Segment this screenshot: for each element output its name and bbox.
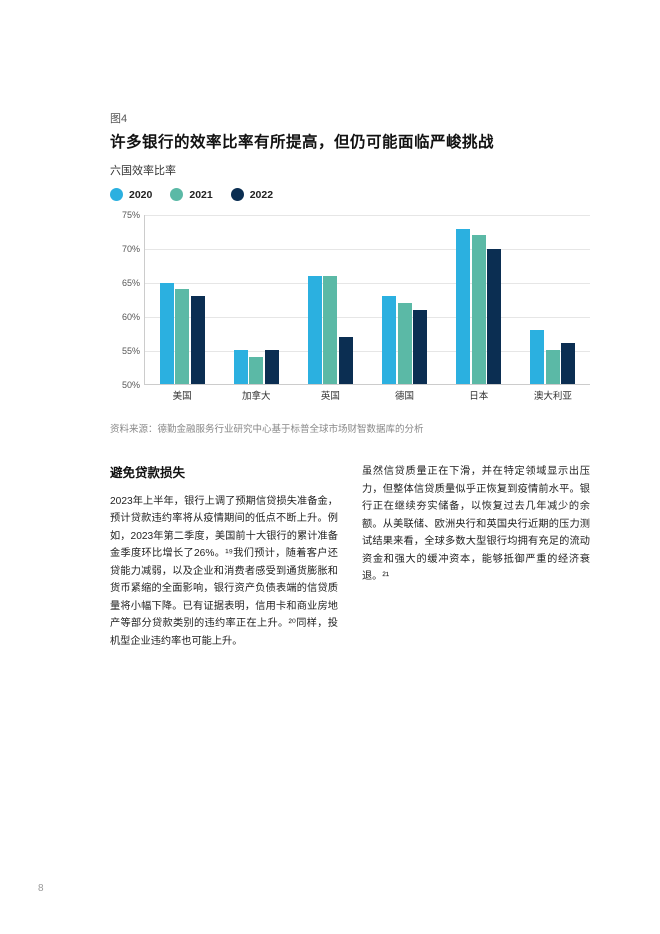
legend-item: 2020 [110, 188, 152, 201]
legend-item: 2021 [170, 188, 212, 201]
figure-subtitle: 六国效率比率 [110, 162, 590, 178]
x-axis-label: 澳大利亚 [534, 388, 572, 402]
x-axis-label: 加拿大 [242, 388, 271, 402]
y-axis-label: 50% [110, 380, 140, 390]
x-axis-label: 英国 [321, 388, 340, 402]
bar [413, 310, 427, 384]
bar [398, 303, 412, 384]
bar [561, 343, 575, 384]
bar-group: 英国 [308, 215, 353, 384]
bar-group: 加拿大 [234, 215, 279, 384]
body-text-right: 虽然信贷质量正在下滑，并在特定领域显示出压力，但整体信贷质量似乎正恢复到疫情前水… [362, 463, 590, 586]
bar-group: 德国 [382, 215, 427, 384]
page-number: 8 [38, 883, 44, 894]
figure-source: 资料来源：德勤金融服务行业研究中心基于标普全球市场财智数据库的分析 [110, 421, 590, 435]
legend-item: 2022 [231, 188, 273, 201]
efficiency-chart: 50%55%60%65%70%75% 美国加拿大英国德国日本澳大利亚 [110, 215, 590, 405]
x-axis-label: 德国 [395, 388, 414, 402]
section-heading: 避免贷款损失 [110, 463, 338, 485]
bar [339, 337, 353, 384]
legend-swatch [170, 188, 183, 201]
bar [234, 350, 248, 384]
legend-label: 2020 [129, 189, 152, 201]
bar [546, 350, 560, 384]
bar-group: 澳大利亚 [530, 215, 575, 384]
y-axis-label: 60% [110, 312, 140, 322]
y-axis-label: 65% [110, 278, 140, 288]
body-text-left: 2023年上半年，银行上调了预期信贷损失准备金，预计贷款违约率将从疫情期间的低点… [110, 493, 338, 651]
bar [456, 229, 470, 384]
bar [160, 283, 174, 384]
figure-label: 图4 [110, 110, 590, 126]
bar [487, 249, 501, 384]
x-axis-label: 日本 [469, 388, 488, 402]
bar [249, 357, 263, 384]
bar [191, 296, 205, 384]
bar [382, 296, 396, 384]
chart-legend: 2020 2021 2022 [110, 188, 590, 201]
legend-label: 2022 [250, 189, 273, 201]
legend-swatch [110, 188, 123, 201]
bar-group: 日本 [456, 215, 501, 384]
bar [530, 330, 544, 384]
body-column-right: 虽然信贷质量正在下滑，并在特定领域显示出压力，但整体信贷质量似乎正恢复到疫情前水… [362, 463, 590, 650]
legend-label: 2021 [189, 189, 212, 201]
bar [265, 350, 279, 384]
body-column-left: 避免贷款损失 2023年上半年，银行上调了预期信贷损失准备金，预计贷款违约率将从… [110, 463, 338, 650]
bar [175, 289, 189, 384]
figure-title: 许多银行的效率比率有所提高，但仍可能面临严峻挑战 [110, 130, 590, 152]
legend-swatch [231, 188, 244, 201]
bar-group: 美国 [160, 215, 205, 384]
bar [323, 276, 337, 384]
bar [472, 235, 486, 384]
y-axis-label: 75% [110, 210, 140, 220]
bar [308, 276, 322, 384]
y-axis-label: 70% [110, 244, 140, 254]
y-axis-label: 55% [110, 346, 140, 356]
x-axis-label: 美国 [173, 388, 192, 402]
